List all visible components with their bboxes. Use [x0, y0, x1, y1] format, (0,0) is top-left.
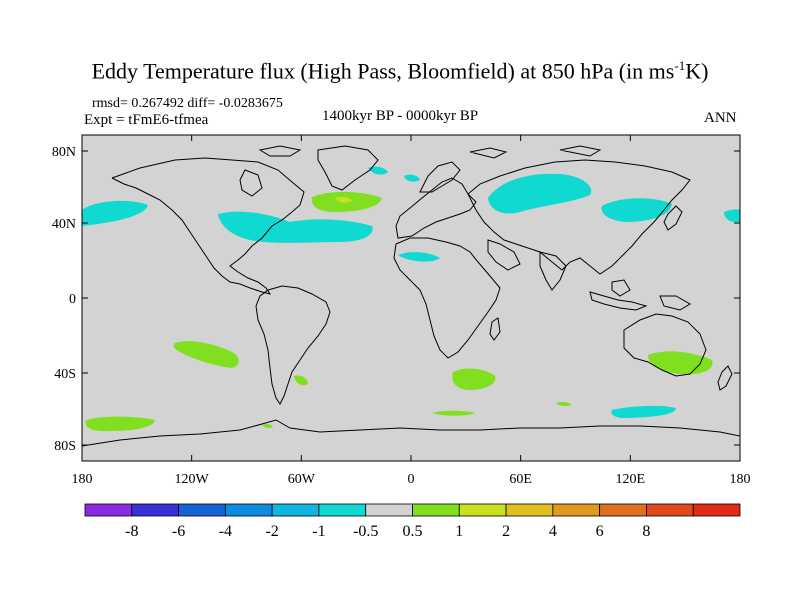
negative-patch-north-atlantic: [218, 211, 373, 243]
colorbar-swatch-12: [646, 503, 694, 517]
coast-asia: [467, 159, 691, 275]
colorbar-swatch-9: [505, 503, 554, 517]
coast-indonesia: [589, 291, 648, 311]
negative-patch-north-pacific-west: [724, 209, 740, 223]
positive-patch-labrador-core: [335, 197, 352, 203]
colorbar-label-2: -4: [219, 523, 232, 540]
lat-label-3: 40S: [54, 367, 76, 382]
colorbar-label-1: -6: [172, 523, 185, 540]
coast-arabia: [487, 239, 521, 271]
colorbar-swatch-4: [271, 503, 320, 517]
coast-new-guinea: [659, 295, 691, 311]
colorbar-label-10: 6: [596, 523, 604, 540]
season-label: ANN: [704, 110, 737, 126]
colorbar-label-7: 1: [455, 523, 463, 540]
coast-scandinavia: [419, 161, 461, 193]
coast-hudson-bay: [239, 169, 263, 197]
coast-india: [539, 251, 567, 291]
lon-label-3: 0: [408, 472, 415, 487]
title-superscript: -1: [674, 58, 686, 73]
lat-label-2: 0: [69, 292, 76, 307]
lat-label-1: 40N: [52, 217, 76, 232]
colorbar-swatch-1: [131, 503, 179, 517]
lon-label-5: 120E: [616, 472, 646, 487]
coast-borneo: [611, 279, 631, 297]
lat-label-0: 80N: [52, 145, 76, 160]
lon-label-0: 180: [72, 472, 93, 487]
positive-patch-southern-indian: [556, 401, 571, 407]
colorbar-swatch-11: [599, 503, 647, 517]
lon-label-4: 60E: [509, 472, 532, 487]
rmsd-diff-text: rmsd= 0.267492 diff= -0.0283675: [92, 96, 283, 111]
positive-patch-far-south-pacific: [85, 416, 155, 432]
colorbar-label-11: 8: [642, 523, 650, 540]
coast-antarctica: [82, 419, 740, 447]
title-main: Eddy Temperature flux (High Pass, Bloomf…: [91, 58, 675, 84]
negative-patch-east-asia: [601, 198, 672, 222]
colorbar-swatch-3: [224, 503, 273, 517]
positive-patch-australia: [648, 351, 713, 375]
colorbar-label-8: 2: [502, 523, 510, 540]
lon-label-2: 60W: [288, 472, 316, 487]
colorbar-swatch-8: [458, 503, 507, 517]
colorbar-label-5: -0.5: [353, 523, 378, 540]
colorbar-label-3: -2: [265, 523, 278, 540]
coast-europe: [395, 177, 477, 239]
colorbar-swatch-6: [365, 503, 413, 517]
positive-patch-south-atlantic-east: [452, 368, 496, 390]
negative-patch-southern-ocean: [611, 405, 676, 418]
coast-greenland: [317, 145, 379, 191]
title-tail: K): [685, 58, 709, 84]
negative-patch-greenland-south: [368, 166, 388, 175]
colorbar-swatch-10: [552, 503, 601, 517]
anomaly-regions: [82, 166, 740, 432]
colorbar: [84, 503, 741, 517]
coast-africa: [393, 237, 501, 359]
colorbar-swatch-2: [178, 503, 226, 517]
colorbar-swatch-13: [692, 503, 741, 517]
period-label: 1400kyr BP - 0000kyr BP: [322, 108, 479, 124]
positive-patch-south-atlantic-west: [294, 375, 308, 386]
coast-japan: [663, 205, 683, 231]
positive-patch-antarctic-peninsula: [262, 423, 273, 429]
positive-patch-south-pacific: [173, 341, 239, 368]
coast-madagascar: [489, 317, 501, 341]
colorbar-label-0: -8: [125, 523, 138, 540]
colorbar-swatch-5: [318, 503, 367, 517]
colorbar-swatch-7: [412, 503, 460, 517]
experiment-label: Expt = tFmE6-tfmea: [84, 112, 209, 128]
map-title: Eddy Temperature flux (High Pass, Bloomf…: [0, 58, 800, 84]
coastlines: [82, 145, 740, 447]
longitude-labels: 180 120W 60W 0 60E 120E 180: [72, 472, 751, 487]
colorbar-label-9: 4: [549, 523, 557, 540]
negative-patch-europe: [404, 174, 420, 182]
colorbar-swatch-0: [84, 503, 133, 517]
colorbar-label-4: -1: [312, 523, 325, 540]
coast-south-america: [255, 285, 331, 405]
lat-label-4: 80S: [54, 439, 76, 454]
latitude-labels: 80N 40N 0 40S 80S: [52, 145, 76, 454]
negative-patch-central-asia: [488, 173, 592, 214]
axis-ticks: [81, 135, 741, 461]
colorbar-labels: -8 -6 -4 -2 -1 -0.5 0.5 1 2 4 6 8: [125, 523, 650, 540]
negative-patch-north-pacific-east: [82, 200, 148, 226]
coast-arctic-islands: [258, 145, 602, 159]
coast-north-america: [111, 157, 305, 295]
positive-patch-indian-ocean-south: [432, 410, 475, 416]
coast-new-zealand: [717, 365, 733, 391]
coast-australia: [623, 313, 707, 377]
colorbar-label-6: 0.5: [403, 523, 423, 540]
lon-label-1: 120W: [175, 472, 210, 487]
lon-label-6: 180: [730, 472, 751, 487]
negative-patch-north-africa: [398, 252, 440, 262]
map-background: [82, 135, 740, 461]
